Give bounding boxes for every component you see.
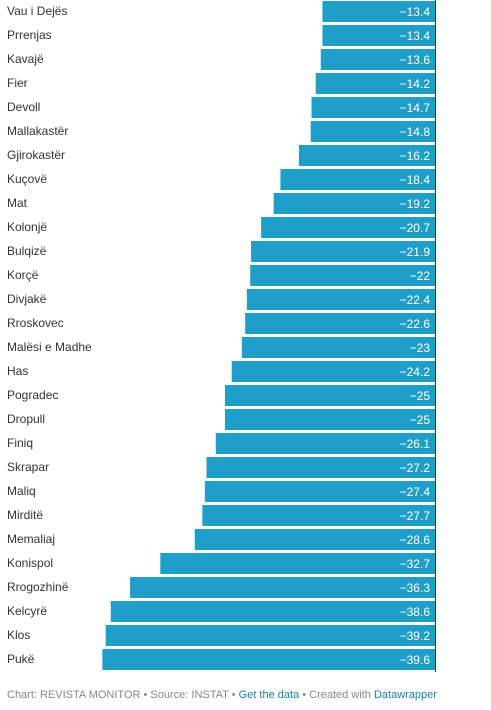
value-label: −38.6: [400, 605, 431, 619]
bar: [160, 553, 435, 574]
category-label: Kuçovë: [7, 172, 47, 186]
value-label: −20.7: [400, 221, 431, 235]
category-label: Divjakë: [7, 292, 47, 306]
value-label: −24.2: [400, 365, 431, 379]
value-label: −14.8: [400, 125, 431, 139]
bar: [250, 265, 435, 286]
category-label: Pogradec: [7, 388, 58, 402]
bar: [241, 337, 435, 358]
bar: [105, 625, 435, 646]
category-label: Pukë: [7, 652, 35, 666]
value-label: −27.4: [400, 485, 431, 499]
value-label: −32.7: [400, 557, 431, 571]
bar: [231, 361, 435, 382]
bar: [280, 169, 435, 190]
category-label: Bulqizë: [7, 244, 47, 258]
value-label: −13.4: [400, 5, 431, 19]
bar: [315, 73, 435, 94]
value-label: −14.2: [400, 77, 431, 91]
category-label: Klos: [7, 628, 30, 642]
bar: [245, 313, 435, 334]
value-label: −25: [410, 413, 431, 427]
source-credit: Source: INSTAT: [150, 689, 229, 701]
bar: [225, 385, 435, 406]
category-label: Mallakastër: [7, 124, 68, 138]
category-label: Gjirokastër: [7, 148, 65, 162]
value-label: −25: [410, 389, 431, 403]
category-label: Korçë: [7, 268, 39, 282]
category-label: Prrenjas: [7, 28, 52, 42]
bar: [322, 25, 435, 46]
value-label: −18.4: [400, 173, 431, 187]
category-label: Dropull: [7, 412, 45, 426]
get-the-data-link[interactable]: Get the data: [238, 689, 300, 701]
value-label: −36.3: [400, 581, 431, 595]
category-label: Skrapar: [7, 460, 49, 474]
footer-separator: •: [299, 689, 310, 701]
category-label: Konispol: [7, 556, 53, 570]
footer-separator: •: [140, 689, 151, 701]
value-label: −27.2: [400, 461, 431, 475]
value-label: −22: [410, 269, 431, 283]
bar: [310, 121, 435, 142]
value-label: −19.2: [400, 197, 431, 211]
category-label: Mat: [7, 196, 28, 210]
value-label: −39.2: [400, 629, 431, 643]
bar-chart: Vau i Dejës −13.4 Prrenjas −13.4 Kavajë −13.6…: [7, 0, 436, 672]
footer-separator: •: [228, 689, 239, 701]
value-label: −23: [410, 341, 431, 355]
bar: [322, 1, 435, 22]
chart-footer: Chart: REVISTA MONITOR • Source: INSTAT …: [7, 689, 437, 701]
value-label: −28.6: [400, 533, 431, 547]
category-label: Mirditë: [7, 508, 43, 522]
created-with-text: Created with: [309, 689, 374, 701]
value-label: −13.6: [400, 53, 431, 67]
bar: [110, 601, 435, 622]
bar: [311, 97, 435, 118]
value-label: −22.4: [400, 293, 431, 307]
category-label: Fier: [7, 76, 28, 90]
bar: [320, 49, 435, 70]
bar: [225, 409, 435, 430]
bar: [204, 481, 435, 502]
bar: [194, 529, 435, 550]
value-label: −21.9: [400, 245, 431, 259]
bar: [261, 217, 435, 238]
category-label: Devoll: [7, 100, 40, 114]
value-label: −39.6: [400, 653, 431, 667]
category-label: Rrogozhinë: [7, 580, 69, 594]
bar: [130, 577, 435, 598]
datawrapper-link[interactable]: Datawrapper: [373, 689, 437, 701]
value-label: −16.2: [400, 149, 431, 163]
category-label: Rroskovec: [7, 316, 64, 330]
category-label: Kavajë: [7, 52, 44, 66]
category-label: Maliq: [7, 484, 36, 498]
bar: [206, 457, 435, 478]
category-label: Has: [7, 364, 28, 378]
value-label: −14.7: [400, 101, 431, 115]
bar: [215, 433, 435, 454]
value-label: −26.1: [400, 437, 431, 451]
category-label: Vau i Dejës: [7, 4, 67, 18]
category-label: Kelcyrë: [7, 604, 47, 618]
bar: [298, 145, 435, 166]
value-label: −22.6: [400, 317, 431, 331]
category-label: Memaliaj: [7, 532, 55, 546]
bar: [273, 193, 435, 214]
value-label: −27.7: [400, 509, 431, 523]
chart-credit: Chart: REVISTA MONITOR: [7, 689, 141, 701]
bar: [246, 289, 435, 310]
bar: [251, 241, 435, 262]
value-label: −13.4: [400, 29, 431, 43]
category-label: Kolonjë: [7, 220, 47, 234]
category-label: Finiq: [7, 436, 33, 450]
category-label: Malësi e Madhe: [7, 340, 92, 354]
bar: [202, 505, 435, 526]
bar: [102, 649, 436, 670]
